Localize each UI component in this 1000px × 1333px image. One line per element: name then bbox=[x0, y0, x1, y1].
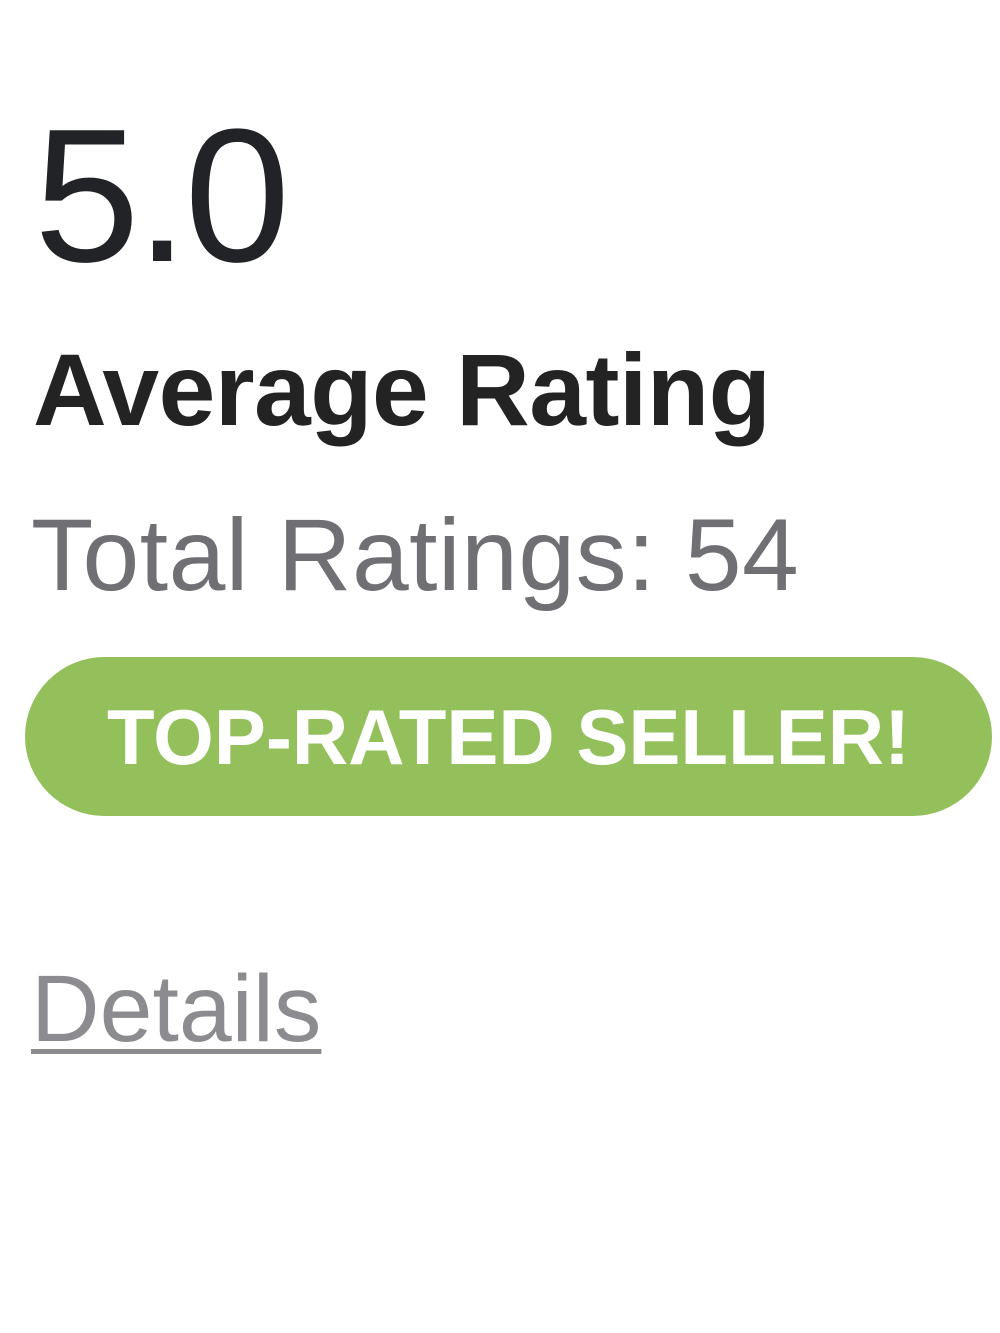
total-ratings-text: Total Ratings: 54 bbox=[31, 498, 800, 612]
details-link[interactable]: Details bbox=[31, 956, 322, 1062]
top-rated-seller-badge-label: TOP-RATED SELLER! bbox=[106, 692, 911, 781]
average-rating-label: Average Rating bbox=[33, 333, 771, 447]
top-rated-seller-badge: TOP-RATED SELLER! bbox=[25, 657, 992, 816]
average-rating-value: 5.0 bbox=[34, 90, 290, 302]
